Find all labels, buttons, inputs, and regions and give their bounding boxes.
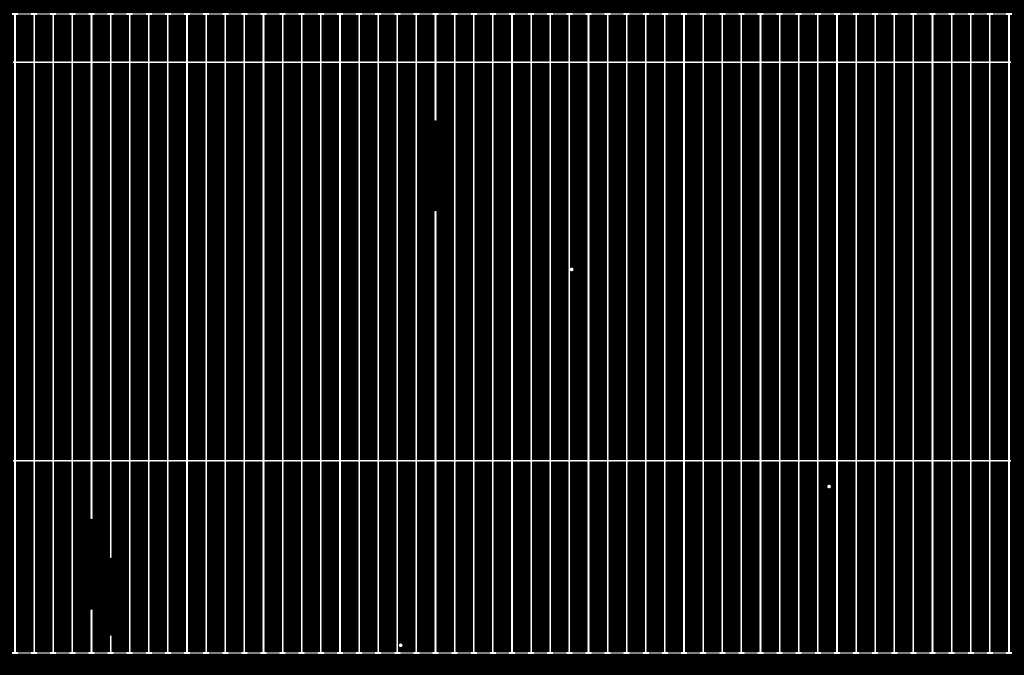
scan-artifact-dot [399,643,403,647]
scan-artifact-block [106,558,122,636]
chart-svg [0,0,1024,675]
scan-artifact-dot [827,485,831,489]
scan-artifact-block [87,519,105,610]
scan-artifact-dot [570,268,574,272]
scan-artifact-block [432,120,452,211]
grid-chart [0,0,1024,675]
